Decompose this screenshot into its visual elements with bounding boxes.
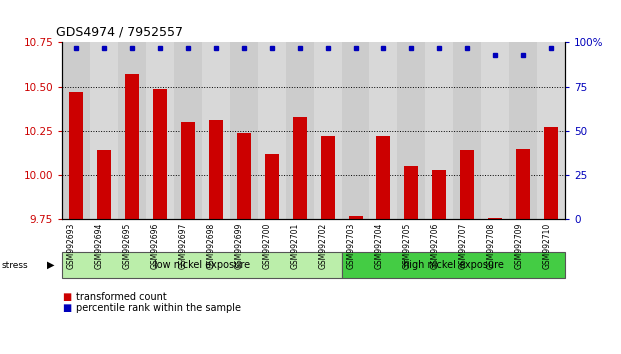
Text: GSM992699: GSM992699	[235, 223, 244, 269]
Text: GSM992701: GSM992701	[291, 223, 300, 269]
Text: GSM992705: GSM992705	[402, 223, 412, 269]
Bar	[425, 42, 453, 219]
Text: ■: ■	[62, 292, 71, 302]
Bar	[265, 154, 279, 219]
Text: GSM992697: GSM992697	[179, 223, 188, 269]
Bar	[292, 117, 307, 219]
Bar	[258, 42, 286, 219]
Bar	[537, 42, 565, 219]
Text: GSM992694: GSM992694	[95, 223, 104, 269]
Text: GSM992709: GSM992709	[514, 223, 523, 269]
Text: GSM992702: GSM992702	[319, 223, 328, 269]
Text: high nickel exposure: high nickel exposure	[403, 260, 504, 270]
Bar	[488, 218, 502, 219]
Text: GSM992696: GSM992696	[151, 223, 160, 269]
Text: GSM992707: GSM992707	[458, 223, 468, 269]
Bar	[62, 42, 90, 219]
Bar	[432, 170, 446, 219]
Bar	[314, 42, 342, 219]
Bar	[516, 149, 530, 219]
Bar	[230, 42, 258, 219]
Text: transformed count: transformed count	[76, 292, 166, 302]
Bar	[174, 42, 202, 219]
Text: GSM992693: GSM992693	[67, 223, 76, 269]
Text: stress: stress	[1, 261, 28, 270]
Bar	[153, 88, 167, 219]
Bar	[453, 42, 481, 219]
Text: GSM992700: GSM992700	[263, 223, 272, 269]
Bar	[376, 136, 391, 219]
Text: ■: ■	[62, 303, 71, 313]
Bar	[342, 42, 369, 219]
Bar	[181, 122, 195, 219]
Bar	[90, 42, 118, 219]
Text: GSM992703: GSM992703	[347, 223, 355, 269]
Bar	[286, 42, 314, 219]
Bar	[209, 120, 223, 219]
Bar	[509, 42, 537, 219]
Bar	[481, 42, 509, 219]
Bar	[544, 127, 558, 219]
Text: ▶: ▶	[47, 260, 55, 270]
Text: GSM992708: GSM992708	[486, 223, 496, 269]
Text: GDS4974 / 7952557: GDS4974 / 7952557	[56, 26, 183, 39]
Bar	[397, 42, 425, 219]
Text: GSM992698: GSM992698	[207, 223, 216, 269]
Text: GSM992695: GSM992695	[123, 223, 132, 269]
Bar	[146, 42, 174, 219]
Bar	[369, 42, 397, 219]
Bar	[237, 133, 251, 219]
Bar	[348, 216, 363, 219]
Text: GSM992710: GSM992710	[542, 223, 551, 269]
Bar	[118, 42, 146, 219]
Bar	[320, 136, 335, 219]
Text: low nickel exposure: low nickel exposure	[154, 260, 250, 270]
Bar	[125, 74, 139, 219]
Bar	[69, 92, 83, 219]
Text: GSM992706: GSM992706	[430, 223, 440, 269]
Bar	[202, 42, 230, 219]
Text: percentile rank within the sample: percentile rank within the sample	[76, 303, 241, 313]
Bar	[460, 150, 474, 219]
Bar	[97, 150, 111, 219]
Text: GSM992704: GSM992704	[374, 223, 384, 269]
Bar	[404, 166, 419, 219]
